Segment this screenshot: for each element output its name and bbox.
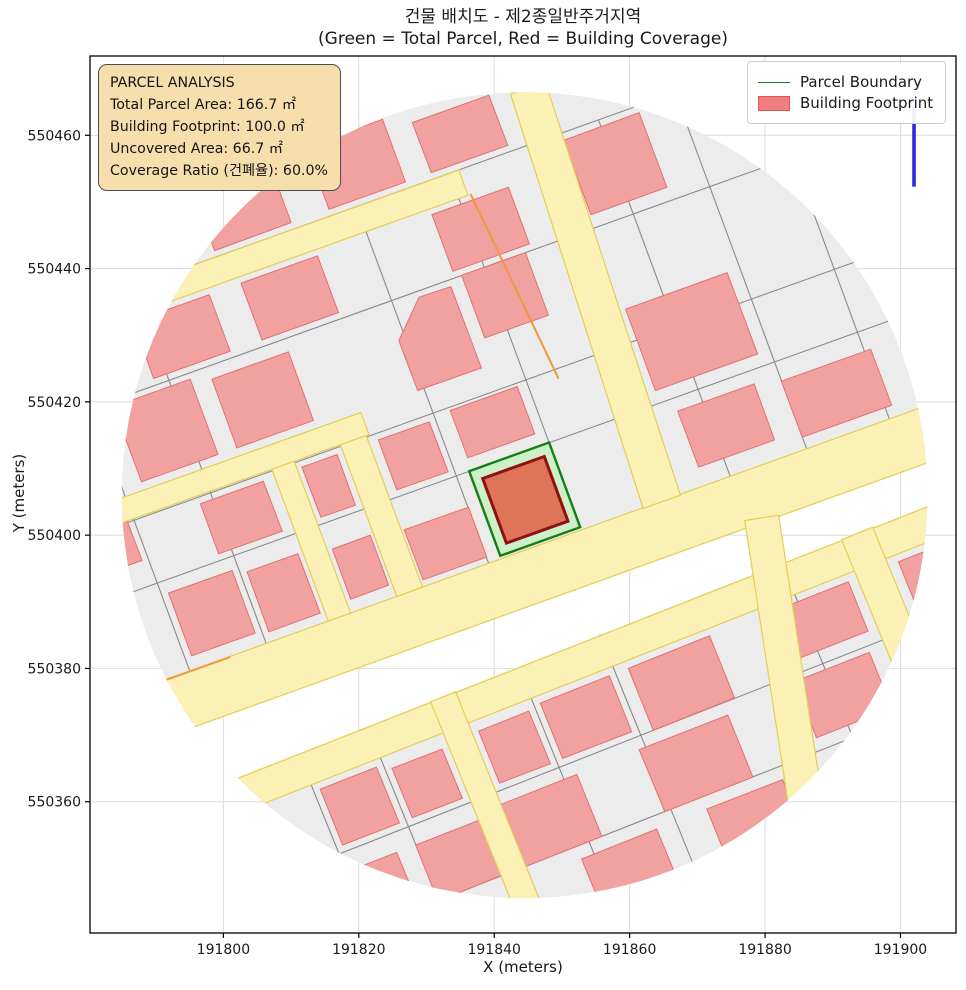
x-tick-label: 191860 xyxy=(603,942,656,958)
road-polygon xyxy=(121,411,370,536)
parcel-boundary-line xyxy=(121,122,889,443)
y-tick-label: 550400 xyxy=(28,528,81,544)
building-polygon xyxy=(319,766,401,846)
y-tick-label: 550380 xyxy=(28,661,81,677)
x-axis-label: X (meters) xyxy=(483,958,563,976)
parcel-boundary-line xyxy=(121,234,928,555)
y-tick-label: 550440 xyxy=(28,262,81,278)
parcel-boundary-line xyxy=(121,313,191,671)
building-polygon xyxy=(638,714,754,813)
parcel-boundary-line xyxy=(367,726,465,899)
building-polygon xyxy=(240,255,340,341)
x-tick-label: 191840 xyxy=(467,942,520,958)
total-parcel-area: Total Parcel Area: 166.7 ㎡ xyxy=(110,97,297,113)
building-polygon xyxy=(478,710,552,784)
red-patch-swatch-icon xyxy=(758,95,790,111)
legend-label-parcel-boundary: Parcel Boundary xyxy=(800,73,923,91)
highlight-building-footprint xyxy=(480,454,570,546)
building-footprint-area: Building Footprint: 100.0 ㎡ xyxy=(110,119,305,135)
building-polygon xyxy=(211,351,315,449)
y-axis-label: Y (meters) xyxy=(10,453,28,533)
building-polygon xyxy=(449,385,536,459)
parcel-boundary-line xyxy=(244,593,928,892)
building-polygon xyxy=(167,569,256,657)
x-tick-label: 191820 xyxy=(332,942,385,958)
chart-title: 건물 배치도 - 제2종일반주거지역 (Green = Total Parcel… xyxy=(90,6,956,51)
building-polygon xyxy=(246,553,321,633)
legend-item-parcel-boundary: Parcel Boundary xyxy=(758,73,933,91)
coverage-ratio: Coverage Ratio (건폐율): 60.0% xyxy=(110,163,329,179)
chart-title-line2: (Green = Total Parcel, Red = Building Co… xyxy=(318,29,728,50)
road-polygon xyxy=(429,691,552,899)
road-polygon xyxy=(509,92,682,510)
building-polygon xyxy=(461,251,550,339)
building-polygon xyxy=(677,383,776,468)
uncovered-area: Uncovered Area: 66.7 ㎡ xyxy=(110,141,283,157)
chart-title-line1: 건물 배치도 - 제2종일반주거지역 xyxy=(404,7,642,27)
building-polygon xyxy=(403,506,488,581)
parcel-analysis-title: PARCEL ANALYSIS xyxy=(110,75,235,91)
building-polygon xyxy=(398,285,483,392)
x-tick-label: 191900 xyxy=(874,942,927,958)
road-edge-orange xyxy=(469,193,560,379)
y-tick-label: 550420 xyxy=(28,395,81,411)
y-tick-label: 550460 xyxy=(28,128,81,144)
x-tick-label: 191800 xyxy=(197,942,250,958)
green-line-swatch-icon xyxy=(758,81,790,83)
building-polygon xyxy=(331,534,390,600)
x-tick-label: 191880 xyxy=(738,942,791,958)
building-polygon xyxy=(377,421,449,491)
legend-item-building-footprint: Building Footprint xyxy=(758,94,933,112)
building-polygon xyxy=(199,480,283,555)
building-polygon xyxy=(539,675,633,760)
y-tick-label: 550360 xyxy=(28,795,81,811)
legend: Parcel Boundary Building Footprint xyxy=(747,61,947,124)
building-polygon xyxy=(431,186,531,272)
building-polygon xyxy=(391,748,464,819)
axes-spines xyxy=(89,55,957,934)
legend-label-building-footprint: Building Footprint xyxy=(800,94,934,112)
parcel-analysis-box: PARCEL ANALYSIS Total Parcel Area: 166.7… xyxy=(98,64,342,191)
building-polygon xyxy=(627,635,736,732)
building-polygon xyxy=(411,94,509,174)
building-polygon xyxy=(780,348,893,438)
building-polygon xyxy=(301,453,357,518)
building-polygon xyxy=(624,271,759,392)
